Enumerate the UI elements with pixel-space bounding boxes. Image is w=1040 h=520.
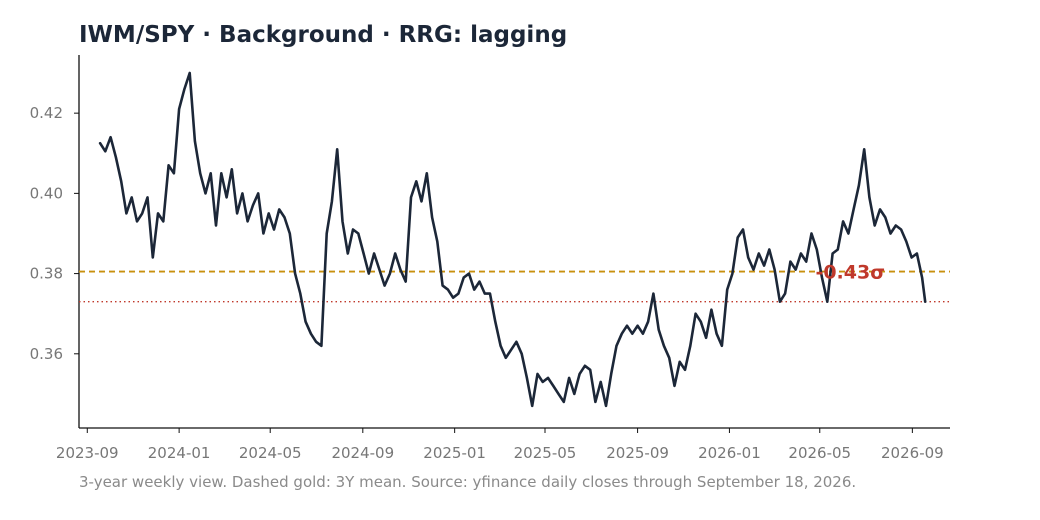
chart-caption: 3-year weekly view. Dashed gold: 3Y mean… xyxy=(79,473,856,491)
chart-title: IWM/SPY · Background · RRG: lagging xyxy=(79,22,567,48)
ratio-series-line xyxy=(98,71,927,408)
y-tick-label: 0.38 xyxy=(30,265,63,283)
y-tick-label: 0.36 xyxy=(30,345,63,363)
y-tick-label: 0.40 xyxy=(30,184,63,202)
x-tick-label: 2024-05 xyxy=(239,444,302,462)
plot-area xyxy=(78,55,950,429)
x-tick-label: 2026-09 xyxy=(881,444,944,462)
y-axis-ticks: 0.36 0.38 0.40 0.42 xyxy=(30,104,79,363)
x-tick-label: 2026-01 xyxy=(698,444,761,462)
x-tick-label: 2026-05 xyxy=(788,444,851,462)
x-axis-ticks: 2023-09 2024-01 2024-05 2024-09 2025-01 2025-… xyxy=(56,428,944,462)
x-tick-label: 2024-01 xyxy=(148,444,211,462)
x-tick-label: 2025-01 xyxy=(423,444,486,462)
zscore-label: -0.43σ xyxy=(815,262,885,284)
x-tick-label: 2025-05 xyxy=(514,444,577,462)
y-tick-label: 0.42 xyxy=(30,104,63,122)
x-tick-label: 2023-09 xyxy=(56,444,119,462)
x-tick-label: 2025-09 xyxy=(606,444,669,462)
x-tick-label: 2024-09 xyxy=(331,444,394,462)
